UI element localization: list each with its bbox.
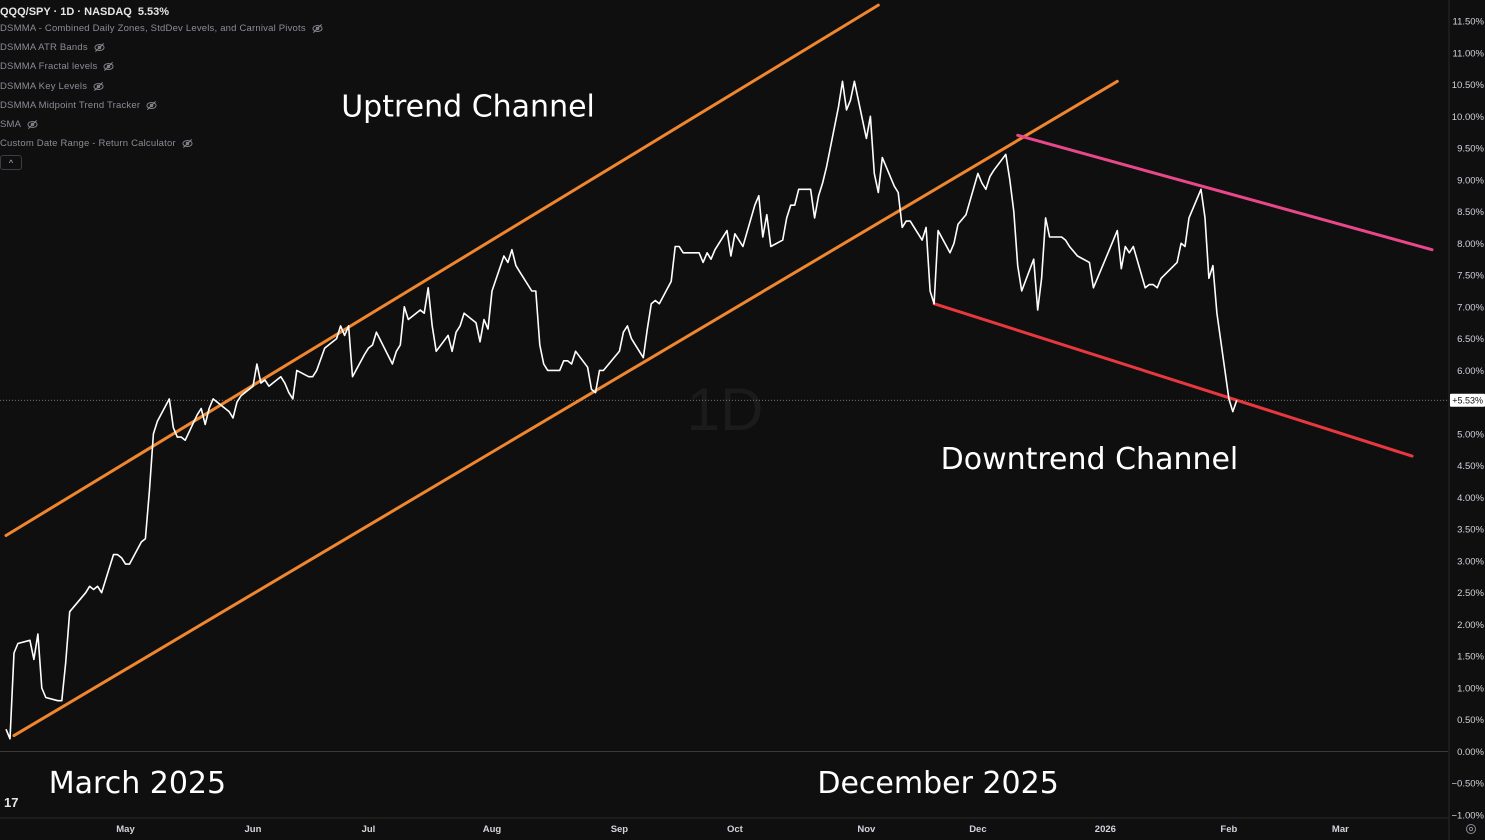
y-tick-label: 6.00% bbox=[1457, 366, 1484, 377]
x-tick-label: Feb bbox=[1220, 824, 1237, 835]
y-tick-label: 11.00% bbox=[1452, 48, 1484, 59]
x-tick-label: May bbox=[116, 824, 135, 835]
eye-off-icon[interactable] bbox=[93, 81, 104, 92]
price-series-line bbox=[5, 80, 1238, 740]
chart-legend: QQQ/SPY · 1D · NASDAQ 5.53% DSMMA - Comb… bbox=[0, 4, 323, 171]
eye-off-icon[interactable] bbox=[27, 119, 38, 130]
trendline-downtrend-lower bbox=[932, 302, 1414, 458]
y-tick-label: 9.50% bbox=[1457, 144, 1484, 155]
interval-watermark: 1D bbox=[687, 376, 764, 443]
indicator-item[interactable]: DSMMA Midpoint Trend Tracker bbox=[0, 96, 323, 115]
indicator-label: Custom Date Range - Return Calculator bbox=[0, 138, 176, 150]
indicator-item[interactable]: DSMMA Key Levels bbox=[0, 77, 323, 96]
symbol-row[interactable]: QQQ/SPY · 1D · NASDAQ 5.53% bbox=[0, 4, 323, 19]
indicator-label: DSMMA Fractal levels bbox=[0, 61, 98, 73]
indicator-item[interactable]: SMA bbox=[0, 115, 323, 134]
eye-off-icon[interactable] bbox=[103, 61, 114, 72]
current-value-badge bbox=[1450, 393, 1485, 407]
y-tick-label: −1.00% bbox=[1452, 811, 1485, 822]
y-tick-label: 0.00% bbox=[1457, 747, 1484, 758]
y-tick-label: 10.50% bbox=[1452, 80, 1485, 91]
y-tick-label: 4.00% bbox=[1457, 493, 1484, 504]
current-value-label: +5.53% bbox=[1452, 396, 1483, 406]
price-axis-panel bbox=[1449, 0, 1485, 840]
collapse-legend-button[interactable]: ^ bbox=[0, 155, 22, 171]
x-tick-label: Dec bbox=[969, 824, 986, 835]
x-tick-label: Aug bbox=[483, 824, 502, 835]
y-tick-label: 0.50% bbox=[1457, 715, 1484, 726]
chevron-up-icon: ^ bbox=[8, 157, 14, 168]
chart-annotation: December 2025 bbox=[817, 766, 1058, 801]
x-tick-label: Mar bbox=[1332, 824, 1349, 835]
y-tick-label: 1.50% bbox=[1457, 652, 1484, 663]
indicator-label: DSMMA - Combined Daily Zones, StdDev Lev… bbox=[0, 23, 306, 35]
tradingview-logo-icon: 17 bbox=[4, 795, 19, 810]
gear-outer bbox=[1466, 824, 1476, 834]
eye-off-icon[interactable] bbox=[182, 138, 193, 149]
trendline-uptrend-upper bbox=[4, 3, 880, 538]
indicator-label: DSMMA ATR Bands bbox=[0, 42, 88, 54]
x-tick-label: Jun bbox=[245, 824, 262, 835]
y-tick-label: 3.50% bbox=[1457, 525, 1484, 536]
settings-gear-icon[interactable] bbox=[1466, 824, 1476, 834]
chart-annotation: March 2025 bbox=[49, 766, 226, 801]
y-tick-label: 3.00% bbox=[1457, 556, 1484, 567]
eye-off-icon[interactable] bbox=[94, 42, 105, 53]
y-tick-label: −0.50% bbox=[1452, 779, 1485, 790]
y-tick-label: 4.50% bbox=[1457, 461, 1484, 472]
gear-inner bbox=[1468, 826, 1474, 832]
tradingview-logo[interactable]: 17 bbox=[4, 795, 18, 810]
y-tick-label: 9.00% bbox=[1457, 175, 1484, 186]
eye-off-icon[interactable] bbox=[146, 100, 157, 111]
indicator-label: DSMMA Midpoint Trend Tracker bbox=[0, 99, 141, 111]
trendline-downtrend-upper bbox=[1016, 133, 1434, 252]
symbol-change: 5.53% bbox=[137, 5, 170, 18]
symbol-title: QQQ/SPY · 1D · NASDAQ bbox=[0, 5, 132, 18]
trendline-uptrend-lower bbox=[12, 79, 1119, 738]
y-tick-label: 2.50% bbox=[1457, 588, 1484, 599]
y-tick-label: 7.50% bbox=[1457, 271, 1484, 282]
indicator-item[interactable]: DSMMA ATR Bands bbox=[0, 38, 323, 57]
y-tick-label: 8.50% bbox=[1457, 207, 1484, 218]
indicator-item[interactable]: Custom Date Range - Return Calculator bbox=[0, 134, 323, 153]
y-tick-label: 7.00% bbox=[1457, 302, 1484, 313]
x-tick-label: Oct bbox=[727, 824, 744, 835]
indicator-label: DSMMA Key Levels bbox=[0, 80, 88, 92]
y-tick-label: 10.00% bbox=[1452, 112, 1485, 123]
eye-off-icon[interactable] bbox=[312, 23, 323, 34]
chart-annotation: Downtrend Channel bbox=[941, 442, 1239, 477]
y-tick-label: 6.50% bbox=[1457, 334, 1484, 345]
x-tick-label: Sep bbox=[611, 824, 629, 835]
chart-annotation: Uptrend Channel bbox=[341, 89, 595, 124]
x-tick-label: Nov bbox=[857, 824, 876, 835]
x-tick-label: 2026 bbox=[1095, 824, 1116, 835]
indicator-item[interactable]: DSMMA - Combined Daily Zones, StdDev Lev… bbox=[0, 19, 323, 38]
indicator-list: DSMMA - Combined Daily Zones, StdDev Lev… bbox=[0, 19, 323, 153]
y-tick-label: 1.00% bbox=[1457, 683, 1484, 694]
y-tick-label: 11.50% bbox=[1452, 17, 1484, 28]
y-tick-label: 8.00% bbox=[1457, 239, 1484, 250]
y-tick-label: 2.00% bbox=[1457, 620, 1484, 631]
y-tick-label: 5.00% bbox=[1457, 429, 1484, 440]
x-tick-label: Jul bbox=[362, 824, 376, 835]
indicator-item[interactable]: DSMMA Fractal levels bbox=[0, 57, 323, 76]
indicator-label: SMA bbox=[0, 119, 22, 131]
